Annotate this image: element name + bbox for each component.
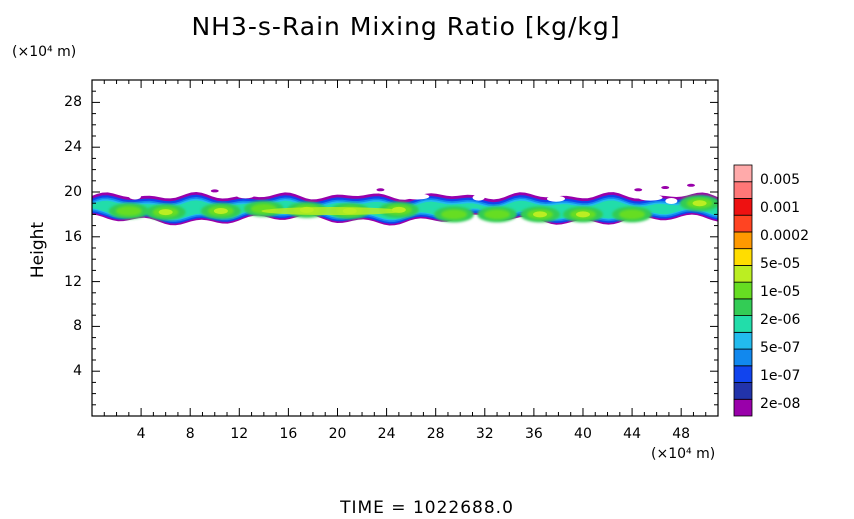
y-tick-label: 12 [64, 273, 82, 290]
colorbar-swatch [733, 315, 753, 333]
colorbar-swatch [733, 231, 753, 250]
fringe-dot [634, 188, 643, 192]
fringe-dot [661, 186, 670, 190]
colorbar-swatch [733, 281, 753, 300]
cell-mid [484, 209, 511, 220]
colorbar-swatch [733, 181, 753, 199]
legend-level-label: 0.005 [760, 172, 801, 188]
colorbar-swatch [733, 264, 753, 283]
cell-mid [441, 209, 468, 220]
x-tick-label: 48 [672, 426, 691, 442]
band-gap [128, 193, 141, 200]
x-unit-label: (×10⁴ m) [651, 446, 716, 462]
colorbar [733, 164, 753, 417]
time-label: TIME = 1022688.0 [340, 498, 514, 518]
legend-level-label: 1e-07 [760, 368, 801, 384]
colorbar-swatch [733, 382, 753, 400]
cell-core [692, 200, 707, 207]
y-tick-label: 16 [64, 228, 82, 245]
legend-level-label: 5e-05 [760, 256, 801, 272]
y-tick-label: 20 [64, 184, 82, 200]
x-tick-label: 32 [475, 426, 494, 442]
band-core [261, 207, 402, 216]
x-tick-label: 28 [426, 426, 445, 442]
x-tick-label: 44 [623, 426, 641, 442]
colorbar-swatch [733, 365, 753, 383]
colorbar-swatch [733, 398, 753, 417]
cell-core [158, 209, 173, 216]
colorbar-swatch [733, 198, 753, 216]
fringe-dot [686, 183, 695, 187]
band-gap [546, 195, 565, 202]
chart-title: NH3-s-Rain Mixing Ratio [kg/kg] [191, 12, 621, 41]
x-tick-label: 20 [328, 426, 347, 442]
x-tick-label: 4 [136, 426, 146, 442]
x-tick-label: 24 [377, 426, 396, 442]
x-tick-label: 40 [574, 426, 592, 442]
fringe-dot [376, 188, 385, 192]
cell-core [213, 208, 228, 215]
legend-level-label: 5e-07 [760, 340, 801, 356]
heatmap-field [92, 183, 718, 226]
y-tick-label: 8 [73, 318, 82, 335]
cell-mid [619, 209, 646, 220]
legend-level-label: 0.001 [760, 200, 801, 216]
x-tick-label: 16 [279, 426, 298, 442]
colorbar-swatch [733, 331, 753, 350]
legend-level-label: 0.0002 [760, 228, 809, 244]
band-gap [472, 194, 485, 201]
legend-level-label: 1e-05 [760, 284, 801, 300]
axis-ticks [92, 80, 718, 416]
x-tick-label: 8 [185, 426, 195, 442]
cell-mid [115, 206, 142, 217]
colorbar-swatch [733, 248, 753, 266]
cell-core [533, 211, 548, 218]
legend-level-label: 2e-08 [760, 396, 801, 412]
legend-level-label: 2e-06 [760, 312, 801, 328]
y-unit-label: (×10⁴ m) [12, 44, 77, 60]
x-tick-label: 36 [524, 426, 543, 442]
y-tick-label: 24 [64, 139, 82, 156]
band-gap [405, 193, 430, 200]
band-gap [236, 192, 255, 199]
fringe-dot [210, 189, 219, 193]
x-tick-label: 12 [230, 426, 249, 442]
colorbar-swatch [733, 214, 753, 233]
colorbar-swatch [733, 298, 753, 317]
y-tick-label: 28 [64, 94, 82, 111]
colorbar-swatch [733, 348, 753, 367]
plot-frame [91, 79, 719, 417]
colorbar-swatch [733, 164, 753, 183]
y-tick-label: 4 [73, 363, 82, 380]
cell-core [575, 211, 590, 218]
band-gap [638, 194, 663, 201]
band-gap [665, 197, 678, 204]
